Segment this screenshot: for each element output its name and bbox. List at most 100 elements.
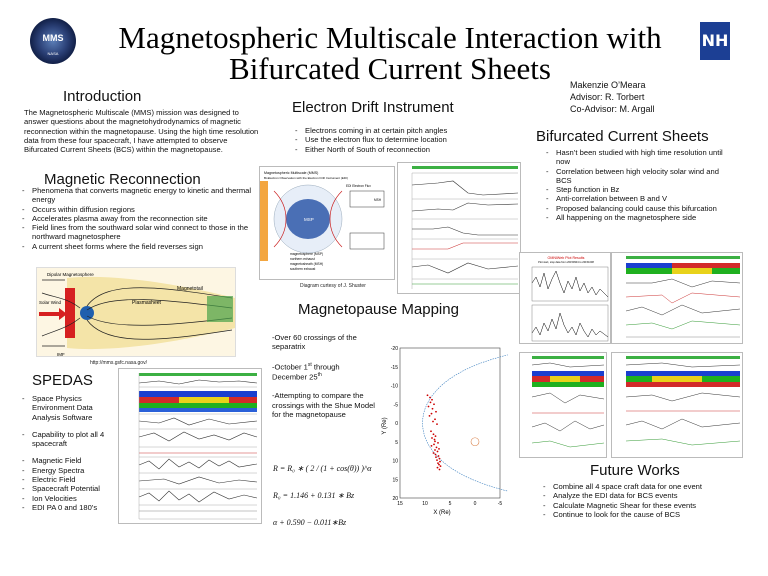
author-name: Makenzie O’Meara [570, 80, 646, 90]
shue-model-curve [422, 348, 536, 498]
bcs-plot-right-svg [625, 356, 741, 446]
bcs-item: Step function in Bz [544, 185, 734, 195]
edi-item: Either North of South of reconnection [293, 145, 523, 155]
y-axis-ticks: -20 -15 -10 -5 0 5 10 15 20 [391, 346, 398, 502]
omni-plot: OMNIWeb Plot Results Plot start, stop da… [519, 252, 611, 344]
crossing-point [435, 446, 438, 449]
y-tick-label: 0 [395, 421, 398, 427]
edi-figure-title: Magnetospheric Multiscale (MMS) [264, 171, 318, 175]
reconnection-diagram-svg: Dipolar Magnetosphere Solar Wind Plasmas… [39, 272, 235, 356]
crossing-point [435, 456, 437, 459]
magnetic-reconnection-heading: Magnetic Reconnection [44, 171, 201, 188]
bcs-plot-top [611, 252, 743, 344]
omni-trace-top [531, 270, 609, 298]
nasa-logo-text: NASA [47, 51, 59, 56]
crossing-point [433, 403, 435, 406]
edi-msp-region [286, 199, 330, 239]
edi-diagram-svg: Magnetospheric Multiscale (MMS) Bi-Elect… [260, 171, 385, 271]
title-line-2: Bifurcated Current Sheets [229, 51, 551, 86]
crossing-point [436, 466, 439, 469]
magnetopause-para-3: -Attempting to compare the crossings wit… [272, 391, 375, 419]
author-block: Makenzie O’Meara Advisor: R. Torbert Co-… [570, 79, 655, 115]
y-tick-label: -5 [394, 402, 399, 408]
omni-title: OMNIWeb Plot Results [548, 256, 585, 260]
reconnection-item: Occurs within diffusion regions [20, 205, 260, 215]
edi-data-traces [411, 180, 519, 285]
spedas-bar [139, 373, 257, 376]
omni-plot-svg: OMNIWeb Plot Results Plot start, stop da… [531, 256, 609, 342]
crossing-point [433, 438, 436, 441]
edi-reconnection-lines [273, 190, 343, 248]
chart-xlabel: X (Re) [433, 510, 450, 516]
spedas-item: Energy Spectra [20, 466, 112, 476]
bcs-right-spectrogram [626, 371, 740, 387]
edi-magnetosheath-band [260, 181, 268, 261]
edi-data-bar [412, 166, 518, 169]
crossing-point [434, 453, 437, 456]
bcs-item: Proposed balancing could cause this bifu… [544, 204, 734, 214]
edi-flux-box-bottom [349, 232, 385, 250]
future-works-heading: Future Works [590, 462, 680, 479]
omni-subtitle: Plot start, stop data from 20150904 to 2… [538, 260, 594, 264]
spedas-item: Ion Velocities [20, 494, 112, 504]
spedas-plot [118, 368, 262, 524]
magnetopause-chart: -20 -15 -10 -5 0 5 10 15 20 15 10 5 0 -5 X (Re) Y (R… [378, 340, 536, 518]
label-magnetotail: Magnetotail [177, 286, 203, 292]
edi-heading: Electron Drift Instrument [292, 99, 454, 116]
bcs-left-traces [531, 362, 605, 448]
y-tick-label: -15 [391, 365, 398, 371]
reconnection-caption: http://mms.gsfc.nasa.gov/ [90, 360, 147, 366]
bcs-list: Hasn’t been studied with high time resol… [544, 148, 734, 223]
bcs-item: Hasn’t been studied with high time resol… [544, 148, 734, 167]
reconnection-item: A current sheet forms where the field re… [20, 242, 260, 252]
x-tick-label: 0 [474, 501, 477, 507]
edi-item: Use the electron flux to determine locat… [293, 135, 523, 145]
reconnection-item: Accelerates plasma away from the reconne… [20, 214, 260, 224]
crossing-point [430, 430, 432, 433]
spedas-item: Electric Field [20, 475, 112, 485]
omni-panel-top [531, 266, 609, 302]
crossing-point [430, 412, 433, 415]
reconnection-diagram: Dipolar Magnetosphere Solar Wind Plasmas… [36, 267, 236, 357]
omni-panel-bottom [531, 304, 609, 342]
crossing-point [431, 398, 433, 401]
introduction-heading: Introduction [63, 88, 142, 105]
poster-title: Magnetospheric Multiscale Interaction wi… [60, 22, 720, 84]
crossing-point [431, 437, 433, 439]
spedas-spectrogram [139, 391, 257, 412]
edi-legend-item: northern exhaust [290, 257, 315, 261]
coadvisor-name: Co-Advisor: M. Argall [570, 104, 655, 114]
advisor-name: Advisor: R. Torbert [570, 92, 645, 102]
x-tick-label: 5 [449, 501, 452, 507]
edi-legend: magnetosphere (MSP) northern exhaust mag… [290, 252, 323, 271]
mms-logo-text: MMS [42, 33, 64, 43]
edi-flux-box-top [349, 190, 385, 208]
bcs-plot-right [611, 352, 743, 458]
reconnection-list: Phenomena that converts magnetic energy … [20, 186, 260, 251]
bcs-plot-left [519, 352, 607, 458]
label-plasmasheet: Plasmasheet [132, 300, 162, 306]
edi-legend-item: magnetosphere (MSP) [290, 252, 323, 256]
edi-data-plot [397, 162, 521, 294]
shue-equations: R = R₀ ∗ ( 2 / (1 + cos(θ)) )^α R₀ = 1.1… [273, 455, 385, 536]
spedas-item: Space Physics Environment Data Analysis … [20, 394, 112, 422]
para2-sup2: th [317, 372, 322, 379]
spedas-traces [138, 379, 258, 512]
bcs-plot-top-svg [625, 256, 741, 338]
earth-marker [470, 437, 480, 447]
crossing-point [438, 463, 440, 466]
y-tick-label: 10 [392, 459, 398, 465]
bcs-left-bar [532, 356, 604, 359]
crossing-point [439, 465, 442, 468]
crossing-point [434, 418, 436, 421]
mms-mission-logo: MMS NASA [30, 18, 76, 64]
bcs-item: Anti-correlation between B and V [544, 194, 734, 204]
x-tick-label: 10 [422, 501, 428, 507]
edi-legend-item: southern exhaust [290, 267, 315, 271]
crossing-point [434, 449, 436, 451]
magnetotail-region [207, 296, 233, 322]
bcs-top-bar [626, 256, 740, 259]
edi-data-plot-svg [411, 166, 519, 289]
bcs-top-traces [625, 278, 741, 338]
